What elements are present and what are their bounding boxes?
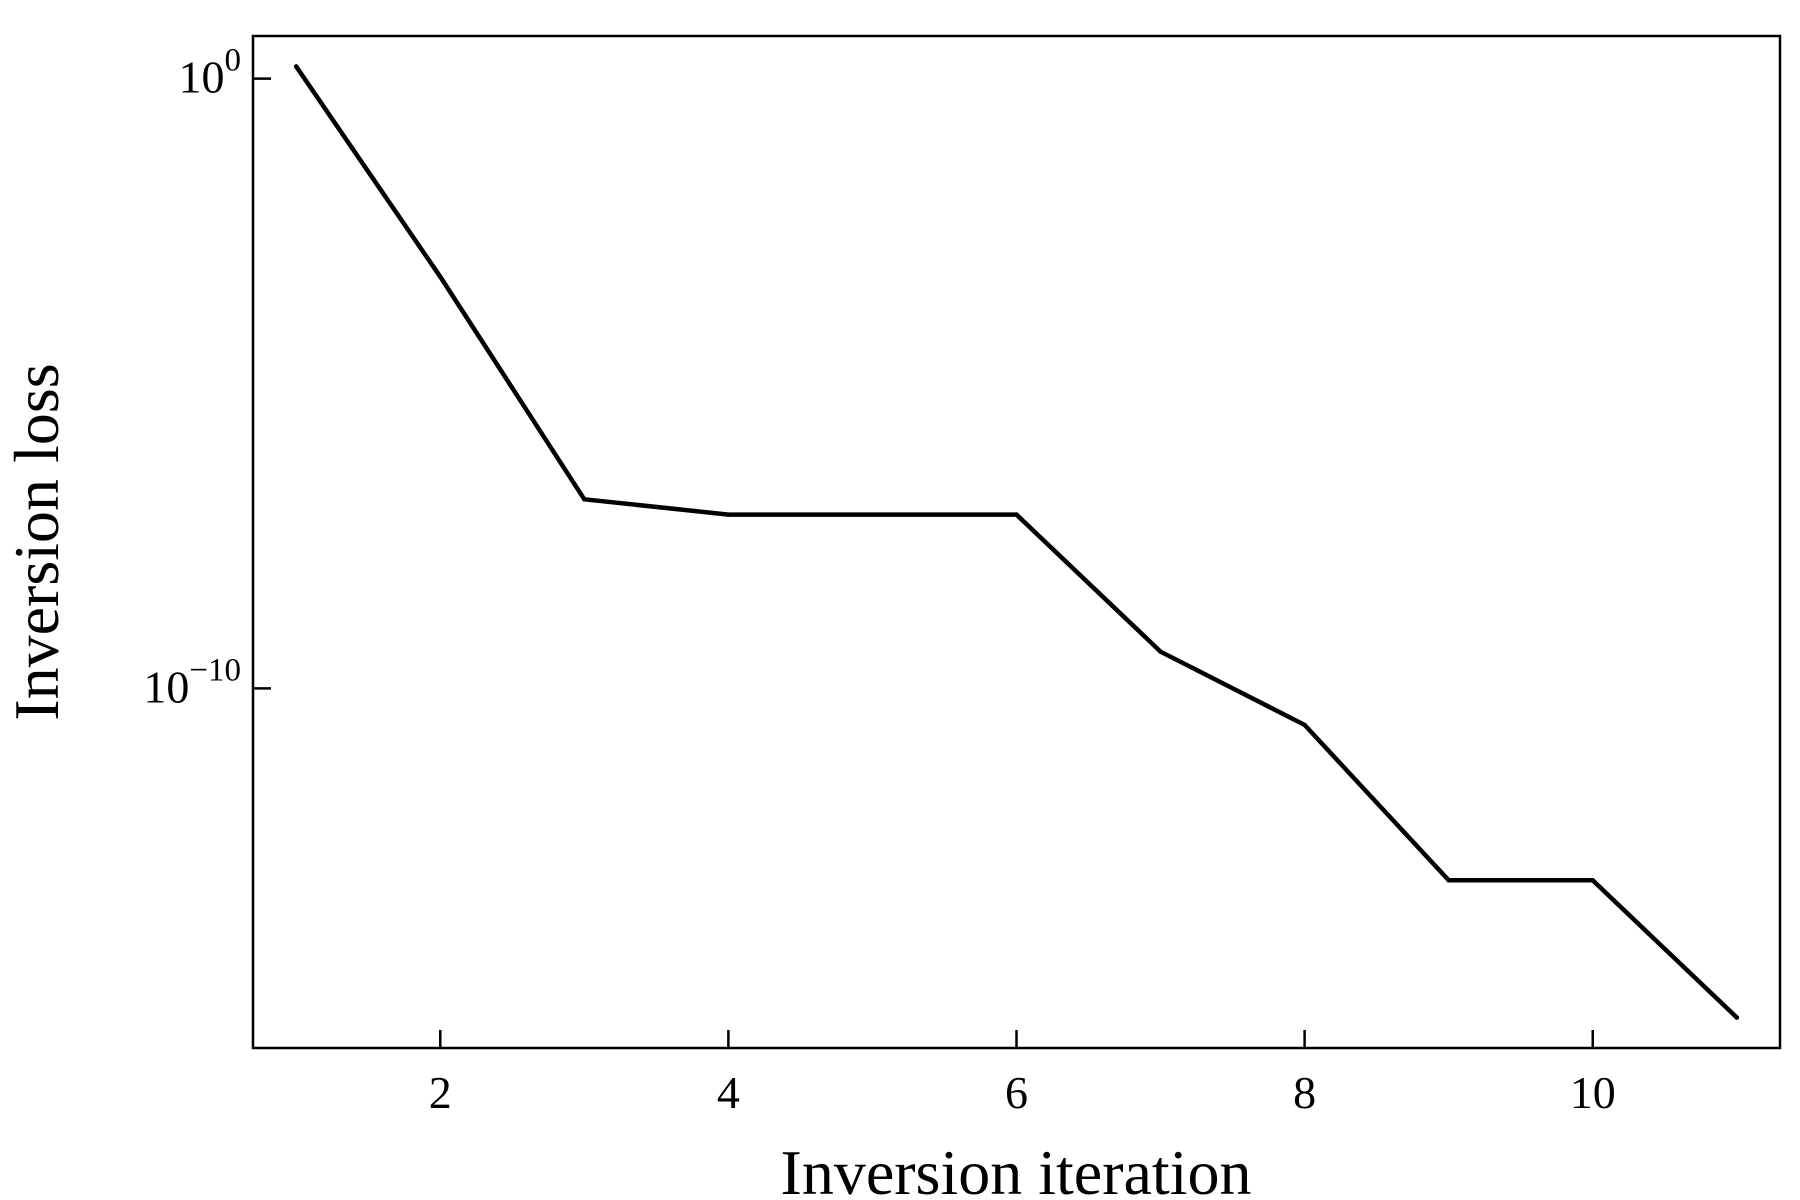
x-axis-label: Inversion iteration <box>781 1137 1252 1200</box>
y-tick-label: 10−10 <box>143 652 241 712</box>
y-tick-exponent: 0 <box>225 43 242 79</box>
loss-point <box>294 64 299 69</box>
y-axis-label: Inversion loss <box>1 363 72 720</box>
y-tick-exponent: −10 <box>189 652 241 688</box>
loss-point <box>1302 722 1307 728</box>
loss-point <box>438 274 443 280</box>
loss-point <box>1446 878 1451 883</box>
loss-line <box>293 64 1740 1020</box>
loss-point <box>1590 878 1595 883</box>
x-tick-label: 4 <box>717 1067 740 1118</box>
loss-point <box>582 497 587 502</box>
loss-point <box>1158 649 1163 654</box>
series-layer <box>293 64 1740 1020</box>
x-tick-label: 6 <box>1005 1067 1028 1118</box>
loss-point <box>726 512 731 517</box>
x-tick-label: 2 <box>429 1067 452 1118</box>
plot-frame <box>251 34 1782 1050</box>
loss-point <box>870 512 875 517</box>
loss-point <box>1734 1015 1739 1020</box>
x-tick-label: 8 <box>1293 1067 1316 1118</box>
y-tick-base: 10 <box>179 52 225 103</box>
x-tick-label: 10 <box>1570 1067 1616 1118</box>
x-axis-ticks: 2 4 6 8 10 <box>429 1030 1616 1118</box>
y-tick-label: 100 <box>179 43 242 103</box>
y-tick-base: 10 <box>143 661 189 712</box>
loss-point <box>1014 512 1019 517</box>
